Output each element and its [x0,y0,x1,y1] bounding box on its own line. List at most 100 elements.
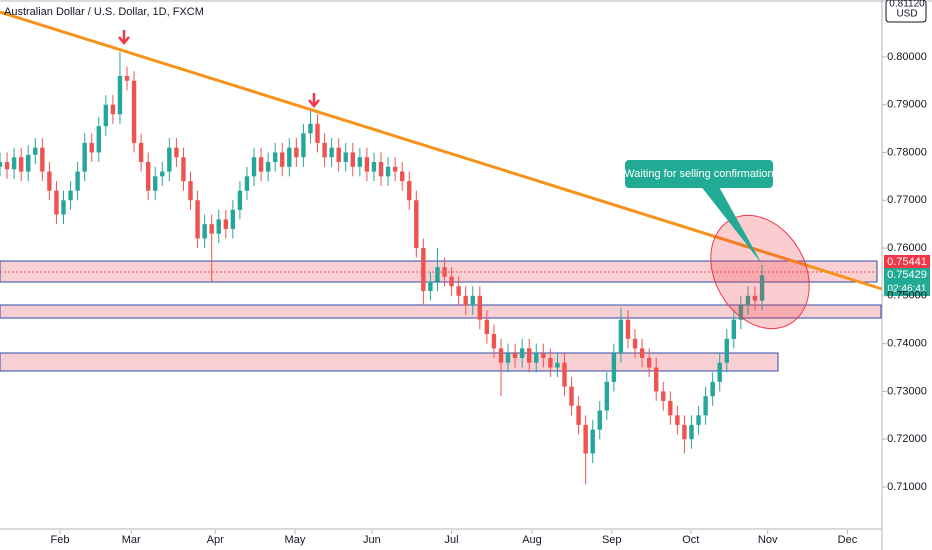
candle-body [414,200,419,249]
candle-body [272,152,278,163]
candle-body [625,319,631,339]
candle-body [498,348,504,363]
candle-body [449,276,454,287]
candle-body [258,157,264,172]
candle-body [96,126,101,153]
candle-body [280,152,285,167]
x-tick-label: Jun [363,534,381,546]
candle-body [392,166,398,172]
candle-body [47,171,52,191]
support-zone [0,304,882,319]
candle-body [611,353,617,382]
x-tick-label: Jul [445,534,459,546]
candle-body [343,152,348,163]
candle-body [230,209,236,229]
candle-body [689,424,694,440]
candle-body [294,147,299,158]
y-tick-label: 0.72000 [887,433,927,445]
candle-body [562,362,567,387]
candle-body [491,334,497,349]
price-tag [884,255,930,269]
candle-body [477,295,483,320]
candle-body [11,157,17,170]
candle-body [759,275,765,301]
candle-body [442,267,447,277]
candle-body [244,176,250,191]
candle-body [399,171,405,182]
candles [0,52,765,485]
candle-body [456,286,461,296]
candle-body [110,104,116,115]
candle-body [124,75,130,81]
candle-body [117,75,123,115]
x-tick-label: Oct [682,534,699,546]
candle-body [174,147,179,158]
y-tick-label: 0.80000 [887,51,927,63]
price-tag [884,268,930,296]
candle-body [731,319,737,339]
currency: USD [896,9,917,20]
candle-body [435,267,440,282]
candle-body [322,142,327,158]
candle-body [89,142,94,153]
candle-body [470,295,475,306]
trend-line [0,10,883,291]
candle-body [195,200,200,239]
candle-body [153,176,158,191]
candle-body [167,147,172,172]
candle-body [675,415,680,425]
drawings [0,260,882,372]
candle-body [308,123,313,134]
candle-body [738,305,744,320]
candle-body [40,147,45,172]
candle-body [654,367,659,392]
candle-body [378,162,384,177]
callout-text: Waiting for selling confirmation [624,168,773,180]
candle-body [75,171,80,191]
candle-body [590,429,595,454]
candle-body [646,357,652,368]
candle-body [336,147,341,163]
y-tick-label: 0.73000 [887,385,927,397]
callout-pointer [700,185,762,264]
y-tick-label: 0.75000 [887,290,927,302]
candle-body [421,248,426,292]
candle-body [54,190,59,215]
candle-body [752,295,758,301]
x-tick-label: Apr [207,534,224,546]
y-tick-label: 0.77000 [887,194,927,206]
candle-body [710,381,715,397]
candle-body [696,415,701,425]
countdown: 02:46:41 [888,284,927,295]
x-tick-label: Feb [50,534,69,546]
candle-body [463,295,468,306]
candle-body [569,386,574,406]
axes: 0.71000 0.72000 0.73000 0.74000 0.75000 0.760… [50,51,926,546]
candle-body [583,424,588,454]
candle-body [703,396,708,416]
candle-body [202,224,207,239]
candle-body [223,219,228,229]
arrow [308,93,320,108]
candle-body [329,147,334,158]
candle-body [251,157,257,177]
candle-body [385,166,391,177]
candle-body [639,348,645,358]
y-tick-label: 0.78000 [887,146,927,158]
arrow [118,30,130,45]
highlight-ellipse [710,214,810,330]
candle-body [371,162,377,172]
price-label: 0.75429 [887,269,927,281]
candle-body [548,357,553,368]
candle-body [745,295,751,306]
candle-body [188,181,193,201]
x-tick-label: Dec [838,534,858,546]
y-tick-label: 0.76000 [887,242,927,254]
candle-body [618,319,624,354]
candle-body [145,162,151,191]
candle-body [661,391,666,401]
top-price: 0.81120 [889,0,925,10]
candle-body [541,353,546,358]
